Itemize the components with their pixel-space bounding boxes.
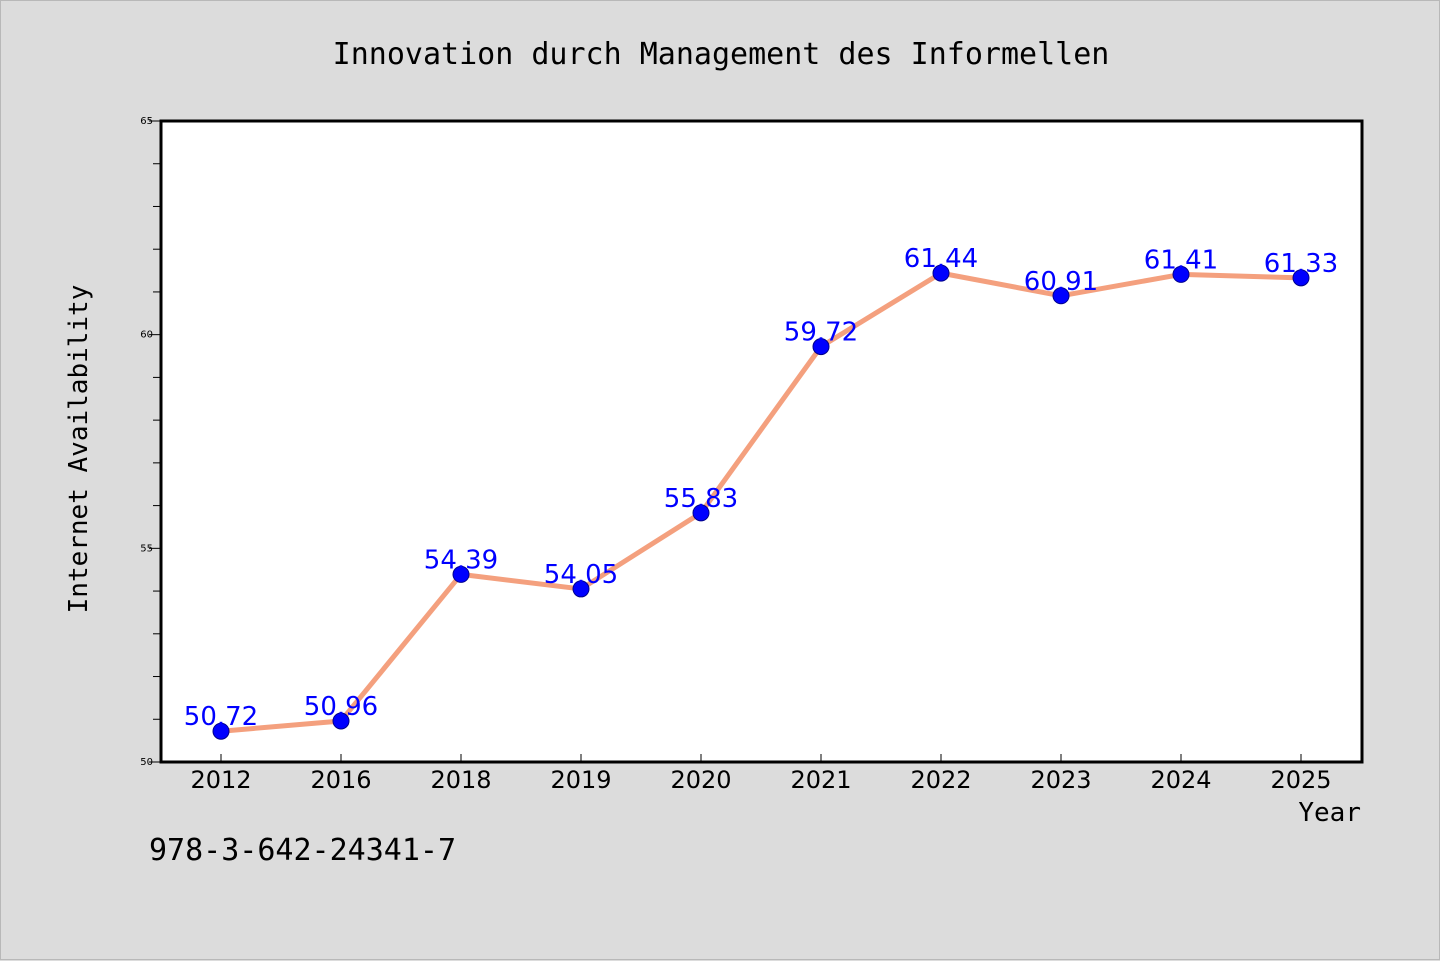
- x-tick-label: 2022: [910, 766, 971, 794]
- data-point: [812, 338, 830, 356]
- x-axis-label: Year: [1298, 798, 1361, 828]
- data-label: 61.44: [904, 244, 978, 274]
- y-tick-label: 55: [140, 543, 153, 554]
- data-point: [332, 712, 350, 730]
- x-tick-label: 2019: [550, 766, 611, 794]
- data-labels: 50.72 50.96 54.39 54.05 55.83 59.72 61.44 60.91…: [184, 244, 1338, 732]
- data-point: [1052, 287, 1070, 305]
- data-markers: [212, 264, 1310, 740]
- series-line: [220, 270, 1302, 734]
- data-point: [572, 580, 590, 598]
- data-label: 50.72: [184, 702, 258, 732]
- x-tick-label: 2021: [790, 766, 851, 794]
- data-point: [1292, 269, 1310, 287]
- y-tick-label: 50: [140, 757, 153, 768]
- plot-area: [159, 119, 1364, 764]
- x-tick-label: 2016: [310, 766, 371, 794]
- data-label: 60.91: [1024, 267, 1098, 297]
- data-label: 50.96: [304, 692, 378, 722]
- chart-title: Innovation durch Management des Informel…: [333, 37, 1110, 72]
- data-label: 59.72: [784, 318, 858, 348]
- x-tick-label: 2020: [670, 766, 731, 794]
- data-point: [692, 504, 710, 522]
- data-label: 54.05: [544, 560, 618, 590]
- data-point: [212, 722, 230, 740]
- isbn-footnote: 978-3-642-24341-7: [149, 833, 457, 868]
- data-label: 61.41: [1144, 245, 1218, 275]
- x-tick-label: 2023: [1030, 766, 1091, 794]
- data-label: 61.33: [1264, 249, 1338, 279]
- x-tick-label: 2025: [1270, 766, 1331, 794]
- data-point: [452, 565, 470, 583]
- y-tick-label: 60: [140, 330, 153, 341]
- x-tick-label: 2024: [1150, 766, 1211, 794]
- x-tick-label: 2012: [190, 766, 251, 794]
- x-axis: 2012 2016 2018 2019 2020 2021 2022 2023 2024 2025: [190, 754, 1332, 794]
- data-point: [1172, 265, 1190, 283]
- data-point: [932, 264, 950, 282]
- y-axis: 50 55 60 65: [140, 116, 161, 768]
- data-label: 55.83: [664, 484, 738, 514]
- x-tick-label: 2018: [430, 766, 491, 794]
- y-tick-label: 65: [140, 116, 153, 127]
- y-axis-label: Internet Availability: [64, 285, 94, 614]
- data-label: 54.39: [424, 545, 498, 575]
